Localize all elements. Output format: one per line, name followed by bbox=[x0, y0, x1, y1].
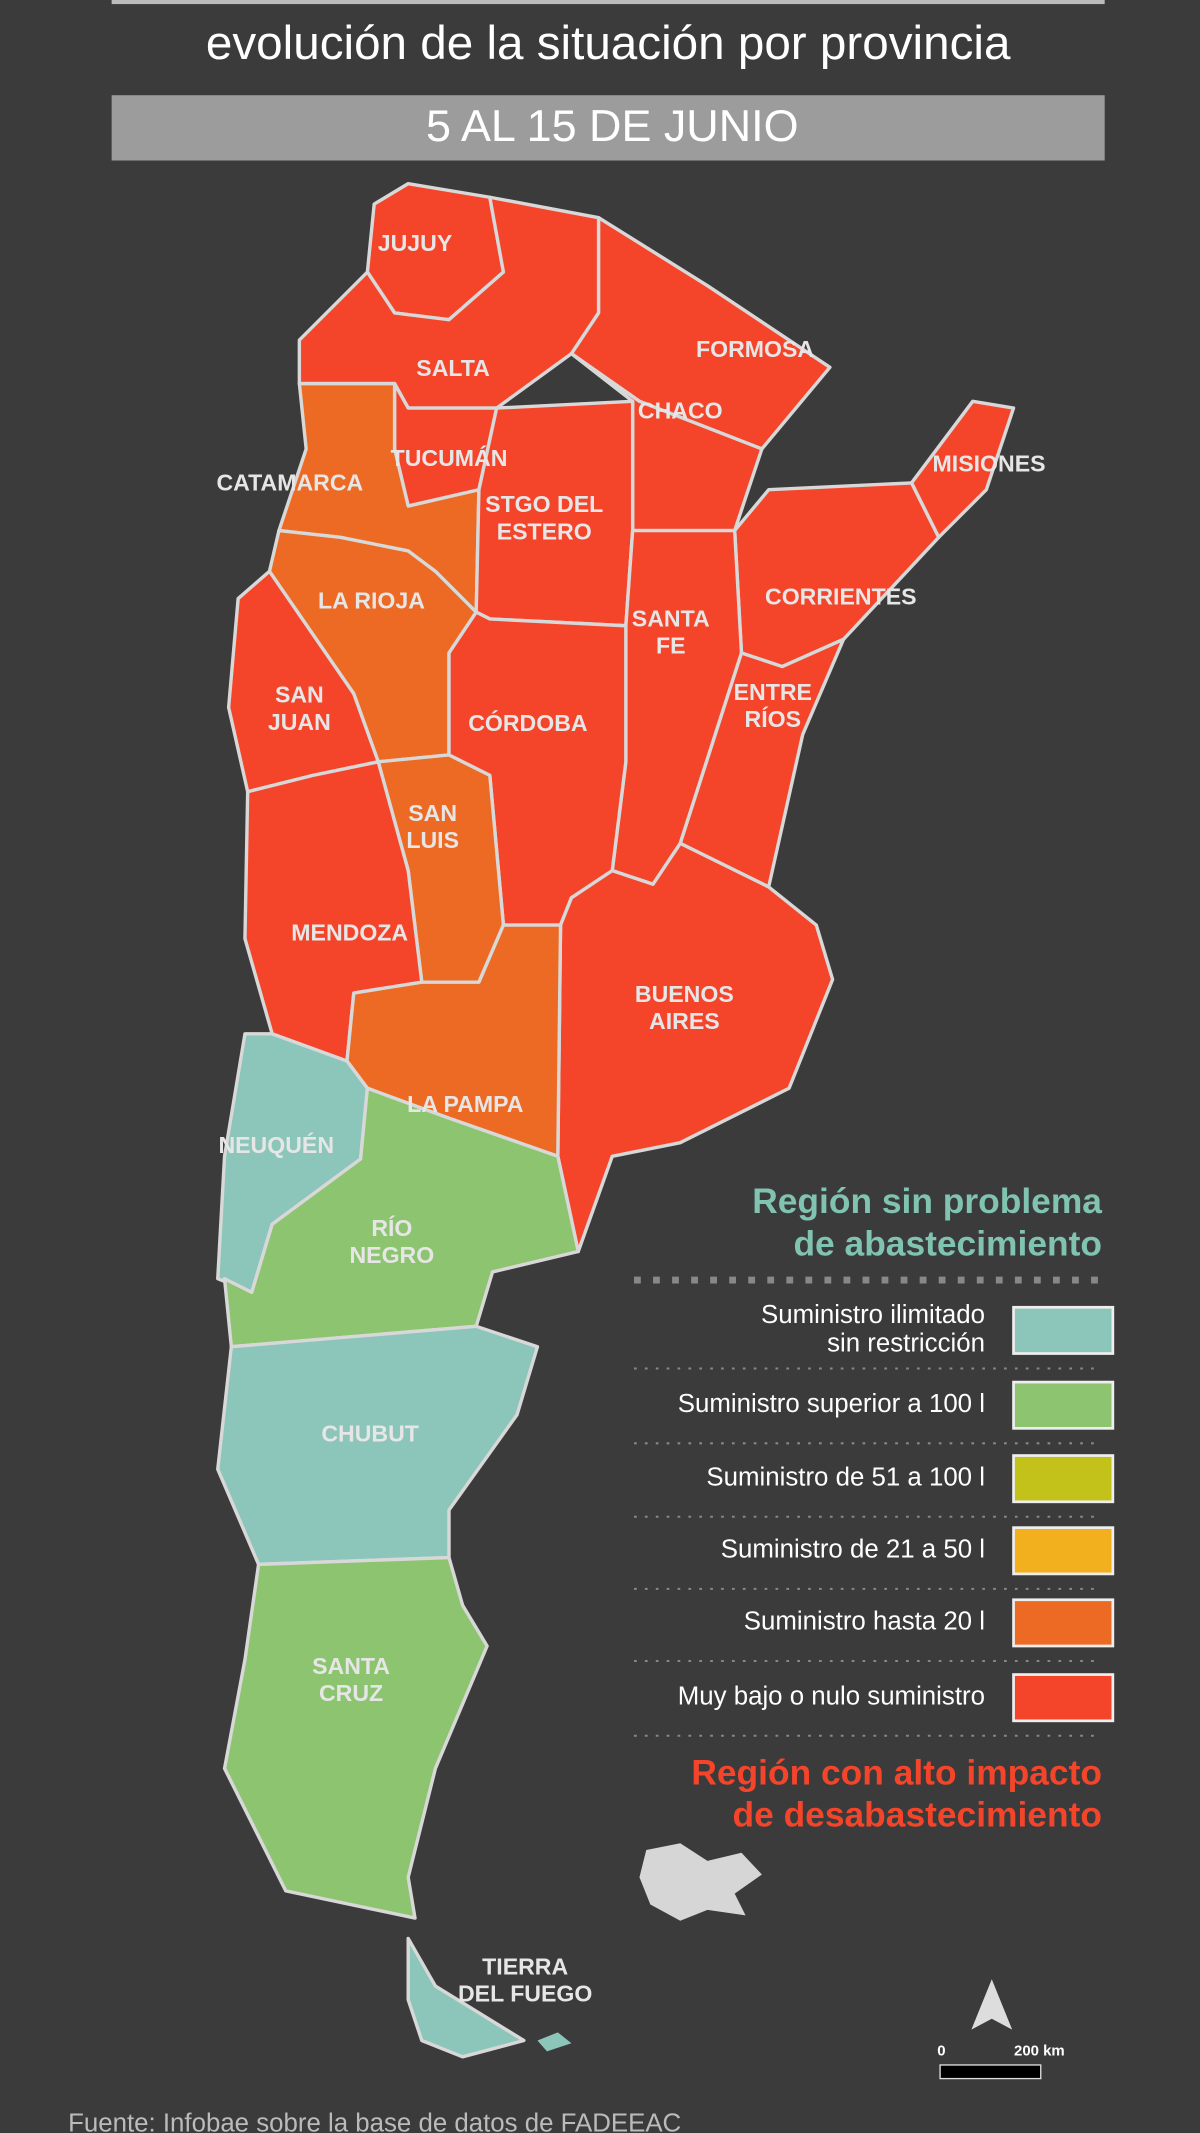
province-label: SAN bbox=[408, 800, 457, 826]
province-label: JUJUY bbox=[378, 230, 453, 256]
subtitle-bar bbox=[111, 95, 1105, 161]
province-label: ESTERO bbox=[497, 518, 592, 544]
island bbox=[537, 2032, 572, 2052]
province-label: CHACO bbox=[638, 397, 723, 423]
legend-heading: Región sin problema bbox=[752, 1182, 1102, 1221]
province bbox=[222, 1086, 580, 1349]
province-label: JUAN bbox=[268, 709, 331, 735]
legend-swatch bbox=[1012, 1526, 1115, 1576]
province-label: FE bbox=[656, 633, 686, 659]
legend-label: Suministro de 51 a 100 l bbox=[706, 1464, 985, 1492]
legend-heading: de abastecimiento bbox=[793, 1224, 1102, 1263]
province-label: BUENOS bbox=[635, 981, 734, 1007]
province-label: SANTA bbox=[632, 605, 710, 631]
legend-swatch bbox=[1012, 1454, 1115, 1504]
province-label: NEUQUÉN bbox=[218, 1131, 334, 1158]
top-rule bbox=[111, 0, 1105, 5]
legend-label: Suministro ilimitado bbox=[761, 1301, 985, 1329]
legend-label: Muy bajo o nulo suministro bbox=[678, 1683, 985, 1711]
province-label: SAN bbox=[275, 682, 324, 708]
legend-heading: de desabastecimiento bbox=[733, 1796, 1102, 1835]
province bbox=[406, 1936, 526, 2059]
legend-label: Suministro superior a 100 l bbox=[678, 1390, 985, 1418]
legend-label: sin restricción bbox=[827, 1330, 985, 1358]
province-label: CRUZ bbox=[319, 1680, 383, 1706]
province-label: CHUBUT bbox=[321, 1420, 419, 1446]
province-label: CORRIENTES bbox=[765, 584, 917, 610]
legend-swatch bbox=[1012, 1305, 1115, 1355]
province-label: SANTA bbox=[312, 1653, 390, 1679]
province-label: STGO DEL bbox=[485, 491, 603, 517]
province bbox=[216, 1324, 540, 1567]
province-label: AIRES bbox=[649, 1008, 720, 1034]
legend-heading: Región con alto impacto bbox=[691, 1754, 1102, 1793]
province-label: RÍO bbox=[371, 1214, 412, 1241]
province bbox=[556, 841, 835, 1254]
province-label: TUCUMÁN bbox=[391, 444, 508, 471]
province-label: CÓRDOBA bbox=[468, 709, 588, 736]
scale-end: 200 km bbox=[1014, 2042, 1065, 2059]
province-label: MISIONES bbox=[933, 450, 1046, 476]
province-label: SALTA bbox=[416, 355, 490, 381]
legend-swatch bbox=[1012, 1598, 1115, 1648]
title: evolución de la situación por provincia bbox=[206, 17, 1011, 70]
legend-swatch bbox=[1012, 1673, 1115, 1723]
scale-start: 0 bbox=[937, 2042, 945, 2059]
province-label: ENTRE bbox=[734, 679, 812, 705]
legend-swatch bbox=[1012, 1380, 1115, 1430]
province-label: LA PAMPA bbox=[407, 1091, 524, 1117]
source: Fuente: Infobae sobre la base de datos d… bbox=[68, 2110, 681, 2133]
province-label: MENDOZA bbox=[291, 920, 408, 946]
subtitle: 5 AL 15 DE JUNIO bbox=[426, 100, 798, 151]
legend-label: Suministro hasta 20 l bbox=[744, 1608, 985, 1636]
province-label: RÍOS bbox=[745, 705, 802, 732]
legend-label: Suministro de 21 a 50 l bbox=[721, 1536, 985, 1564]
scale-bar bbox=[939, 2064, 1042, 2080]
province-label: CATAMARCA bbox=[216, 469, 363, 495]
province-label: FORMOSA bbox=[696, 336, 814, 362]
north-arrow bbox=[971, 1979, 1013, 2030]
province-label: NEGRO bbox=[349, 1242, 434, 1268]
province-label: TIERRA bbox=[482, 1954, 568, 1980]
province-label: LA RIOJA bbox=[318, 588, 425, 614]
province bbox=[222, 1555, 489, 1920]
province-label: DEL FUEGO bbox=[458, 1981, 592, 2007]
province-label: LUIS bbox=[406, 827, 459, 853]
map: JUJUY SALTA FORMOSA CHACO TUCUMÁN CATAMARCA ST… bbox=[216, 181, 1046, 2059]
islands bbox=[639, 1843, 762, 1921]
